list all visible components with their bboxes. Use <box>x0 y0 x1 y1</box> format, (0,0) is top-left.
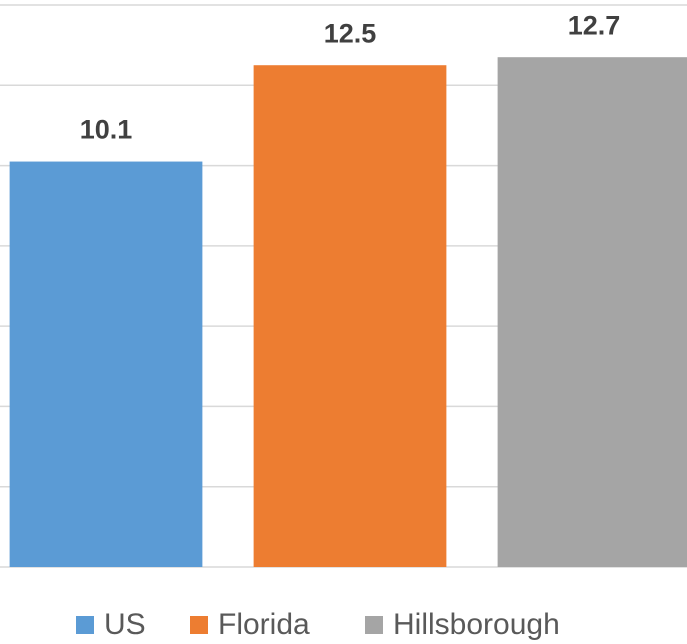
bar <box>253 65 447 567</box>
bar <box>9 161 203 568</box>
legend-swatch <box>365 616 383 634</box>
legend-swatch <box>76 616 94 634</box>
bar <box>497 57 687 567</box>
legend-label: Florida <box>218 608 310 641</box>
legend-label: Hillsborough <box>393 608 560 641</box>
data-label: 10.1 <box>80 115 133 145</box>
legend-swatch <box>190 616 208 634</box>
legend-label: US <box>104 608 146 641</box>
data-label: 12.7 <box>568 10 621 40</box>
data-label: 12.5 <box>324 18 377 48</box>
